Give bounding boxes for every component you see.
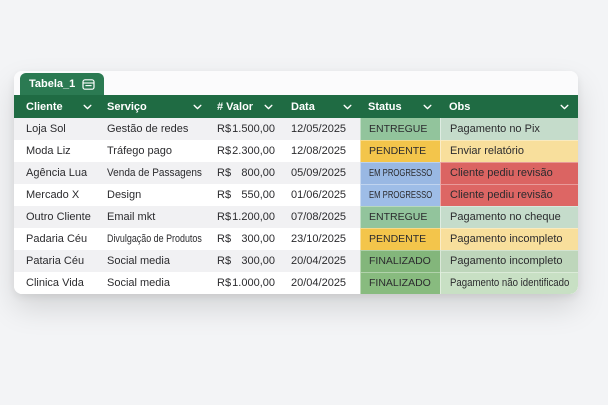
amount: 300,00 [241, 233, 275, 245]
cell-status status-badge[interactable]: ENTREGUE [360, 118, 440, 140]
cell-servico[interactable]: Divulgação de Produtos [107, 233, 202, 245]
header-label-servico: Serviço [107, 100, 147, 113]
table-header-row: Cliente Serviço # Valor Data Status Obs [14, 95, 578, 118]
amount: 550,00 [241, 189, 275, 201]
cell-cliente[interactable]: Clinica Vida [26, 277, 84, 289]
cell-data[interactable]: 01/06/2025 [291, 189, 347, 201]
cell-obs[interactable]: Pagamento não identificado [440, 272, 578, 294]
header-label-obs: Obs [449, 100, 471, 113]
cell-obs[interactable]: Pagamento incompleto [440, 228, 578, 250]
cell-data[interactable]: 07/08/2025 [291, 211, 347, 223]
header-cell-status[interactable]: Status [360, 95, 440, 118]
table-row: Clinica Vida Social media R$ 1.000,00 20/… [14, 272, 578, 294]
amount: 1.500,00 [232, 123, 275, 135]
cell-data[interactable]: 23/10/2025 [291, 233, 347, 245]
table-row: Outro Cliente Email mkt R$ 1.200,00 07/08… [14, 206, 578, 228]
cell-servico[interactable]: Social media [107, 255, 170, 267]
currency-symbol: R$ [217, 189, 232, 201]
cell-data[interactable]: 05/09/2025 [291, 167, 347, 179]
header-label-status: Status [368, 100, 402, 113]
cell-status status-badge[interactable]: FINALIZADO [360, 250, 440, 272]
currency-symbol: R$ [217, 255, 232, 267]
amount: 1.000,00 [232, 277, 275, 289]
cell-valor[interactable]: R$ 300,00 [210, 228, 281, 250]
cell-cliente[interactable]: Agência Lua [26, 167, 88, 179]
cell-obs[interactable]: Pagamento incompleto [440, 250, 578, 272]
cell-cliente[interactable]: Moda Liz [26, 145, 71, 157]
cell-cliente[interactable]: Mercado X [26, 189, 80, 201]
currency-symbol: R$ [217, 167, 232, 179]
sheet-tab-strip: Tabela_1 [14, 71, 578, 95]
amount: 2.300,00 [232, 145, 275, 157]
cell-servico[interactable]: Venda de Passagens [107, 167, 202, 179]
cell-servico[interactable]: Social media [107, 277, 170, 289]
chevron-down-icon[interactable] [264, 104, 273, 110]
cell-servico[interactable]: Email mkt [107, 211, 156, 223]
table-row: Mercado X Design R$ 550,00 01/06/2025 EM … [14, 184, 578, 206]
currency-symbol: R$ [217, 211, 232, 223]
cell-servico[interactable]: Tráfego pago [107, 145, 173, 157]
table-row: Moda Liz Tráfego pago R$ 2.300,00 12/08/2… [14, 140, 578, 162]
cell-valor[interactable]: R$ 1.500,00 [210, 118, 281, 140]
cell-status status-badge[interactable]: PENDENTE [360, 140, 440, 162]
cell-cliente[interactable]: Padaria Céu [26, 233, 88, 245]
header-cell-valor[interactable]: # Valor [210, 95, 281, 118]
amount: 800,00 [241, 167, 275, 179]
currency-symbol: R$ [217, 123, 232, 135]
cell-data[interactable]: 20/04/2025 [291, 277, 347, 289]
chevron-down-icon[interactable] [343, 104, 352, 110]
cell-status status-badge[interactable]: EM PROGRESSO [360, 162, 440, 184]
header-cell-obs[interactable]: Obs [440, 95, 578, 118]
header-cell-servico[interactable]: Serviço [100, 95, 210, 118]
header-cell-data[interactable]: Data [281, 95, 360, 118]
table-body: Loja Sol Gestão de redes R$ 1.500,00 12/0… [14, 118, 578, 294]
currency-symbol: R$ [217, 277, 232, 289]
cell-valor[interactable]: R$ 550,00 [210, 184, 281, 206]
header-label-cliente: Cliente [26, 100, 63, 113]
cell-status status-badge[interactable]: FINALIZADO [360, 272, 440, 294]
cell-obs[interactable]: Pagamento no Pix [440, 118, 578, 140]
chevron-down-icon[interactable] [560, 104, 569, 110]
currency-symbol: R$ [217, 233, 232, 245]
cell-data[interactable]: 12/05/2025 [291, 123, 347, 135]
table-row: Loja Sol Gestão de redes R$ 1.500,00 12/0… [14, 118, 578, 140]
cell-status status-badge[interactable]: ENTREGUE [360, 206, 440, 228]
cell-status status-badge[interactable]: PENDENTE [360, 228, 440, 250]
cell-obs[interactable]: Cliente pediu revisão [440, 184, 578, 206]
cell-valor[interactable]: R$ 800,00 [210, 162, 281, 184]
cell-valor[interactable]: R$ 300,00 [210, 250, 281, 272]
cell-cliente[interactable]: Loja Sol [26, 123, 66, 135]
table-card: Tabela_1 Cliente Serviço # Valor Data [14, 71, 578, 294]
header-label-data: Data [291, 100, 315, 113]
cell-servico[interactable]: Gestão de redes [107, 123, 189, 135]
cell-cliente[interactable]: Pataria Céu [26, 255, 85, 267]
cell-valor[interactable]: R$ 1.200,00 [210, 206, 281, 228]
cell-status status-badge[interactable]: EM PROGRESSO [360, 184, 440, 206]
table-row: Agência Lua Venda de Passagens R$ 800,00 … [14, 162, 578, 184]
cell-obs[interactable]: Cliente pediu revisão [440, 162, 578, 184]
table-row: Pataria Céu Social media R$ 300,00 20/04/… [14, 250, 578, 272]
sheet-tab-tabela-1[interactable]: Tabela_1 [20, 73, 105, 95]
cell-valor[interactable]: R$ 2.300,00 [210, 140, 281, 162]
chevron-down-icon[interactable] [193, 104, 202, 110]
header-label-valor: # Valor [217, 100, 254, 113]
cell-obs[interactable]: Pagamento no cheque [440, 206, 578, 228]
cell-valor[interactable]: R$ 1.000,00 [210, 272, 281, 294]
sheet-tab-label: Tabela_1 [29, 78, 76, 90]
header-cell-cliente[interactable]: Cliente [14, 95, 100, 118]
cell-obs[interactable]: Enviar relatório [440, 140, 578, 162]
cell-data[interactable]: 12/08/2025 [291, 145, 347, 157]
currency-symbol: R$ [217, 145, 232, 157]
cell-data[interactable]: 20/04/2025 [291, 255, 347, 267]
amount: 1.200,00 [232, 211, 275, 223]
table-row: Padaria Céu Divulgação de Produtos R$ 300… [14, 228, 578, 250]
chevron-down-icon[interactable] [83, 104, 92, 110]
chevron-down-icon[interactable] [423, 104, 432, 110]
cell-servico[interactable]: Design [107, 189, 142, 201]
amount: 300,00 [241, 255, 275, 267]
table-icon [82, 78, 95, 90]
cell-cliente[interactable]: Outro Cliente [26, 211, 91, 223]
